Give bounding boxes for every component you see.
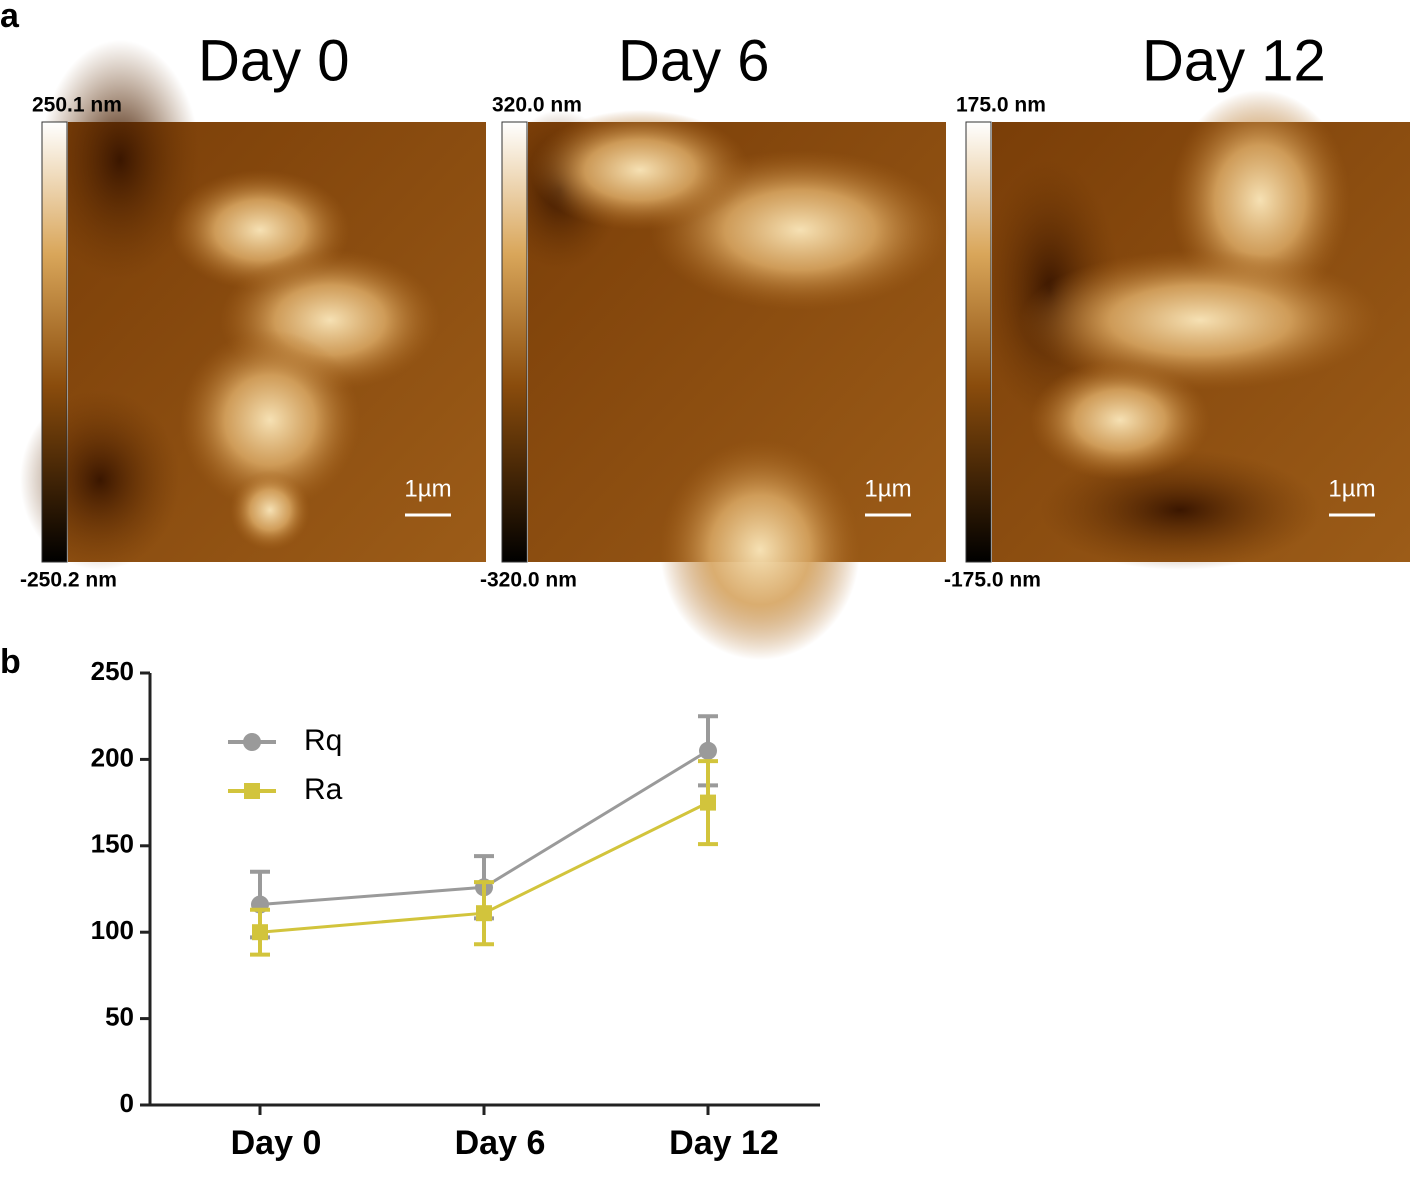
y-tick-label: 0 (120, 1088, 134, 1118)
image-title: Day 12 (1142, 28, 1326, 93)
afm-feature (40, 40, 200, 280)
image-title: Day 6 (618, 28, 770, 93)
color-bar (965, 121, 992, 563)
data-point (476, 905, 492, 922)
scale-bar-label: 1µm (404, 475, 451, 502)
color-bar-max: 175.0 nm (956, 94, 1046, 117)
color-bar-max: 250.1 nm (32, 94, 122, 117)
panel-label: b (0, 643, 21, 681)
color-bar-min: -175.0 nm (944, 569, 1041, 592)
y-tick-label: 200 (91, 742, 134, 772)
afm-feature (530, 110, 750, 230)
y-tick-label: 150 (91, 829, 134, 859)
y-tick-label: 50 (105, 1001, 134, 1031)
y-tick-label: 250 (91, 656, 134, 686)
afm-feature (230, 470, 310, 550)
afm-feature (1030, 360, 1210, 480)
legend-marker (244, 783, 260, 799)
x-tick-label: Day 0 (231, 1124, 322, 1162)
color-bar-min: -320.0 nm (480, 569, 577, 592)
scale-bar-label: 1µm (864, 475, 911, 502)
image-title: Day 0 (198, 28, 350, 93)
legend-label: Ra (304, 773, 343, 806)
data-point (700, 794, 716, 811)
color-bar-min: -250.2 nm (20, 569, 117, 592)
y-tick-label: 100 (91, 915, 134, 945)
afm-feature (180, 330, 360, 510)
scale-bar-label: 1µm (1328, 475, 1375, 502)
x-tick-label: Day 6 (455, 1124, 546, 1162)
afm-feature (1020, 250, 1380, 390)
legend-marker (243, 733, 261, 751)
afm-feature (660, 440, 860, 660)
data-point (699, 741, 717, 760)
color-bar (501, 121, 528, 563)
color-bar (41, 121, 68, 563)
afm-feature (1040, 450, 1320, 570)
panel-label: a (0, 0, 20, 35)
color-bar-max: 320.0 nm (492, 94, 582, 117)
data-point (252, 924, 268, 941)
legend-label: Rq (304, 724, 342, 757)
x-tick-label: Day 12 (669, 1124, 779, 1162)
